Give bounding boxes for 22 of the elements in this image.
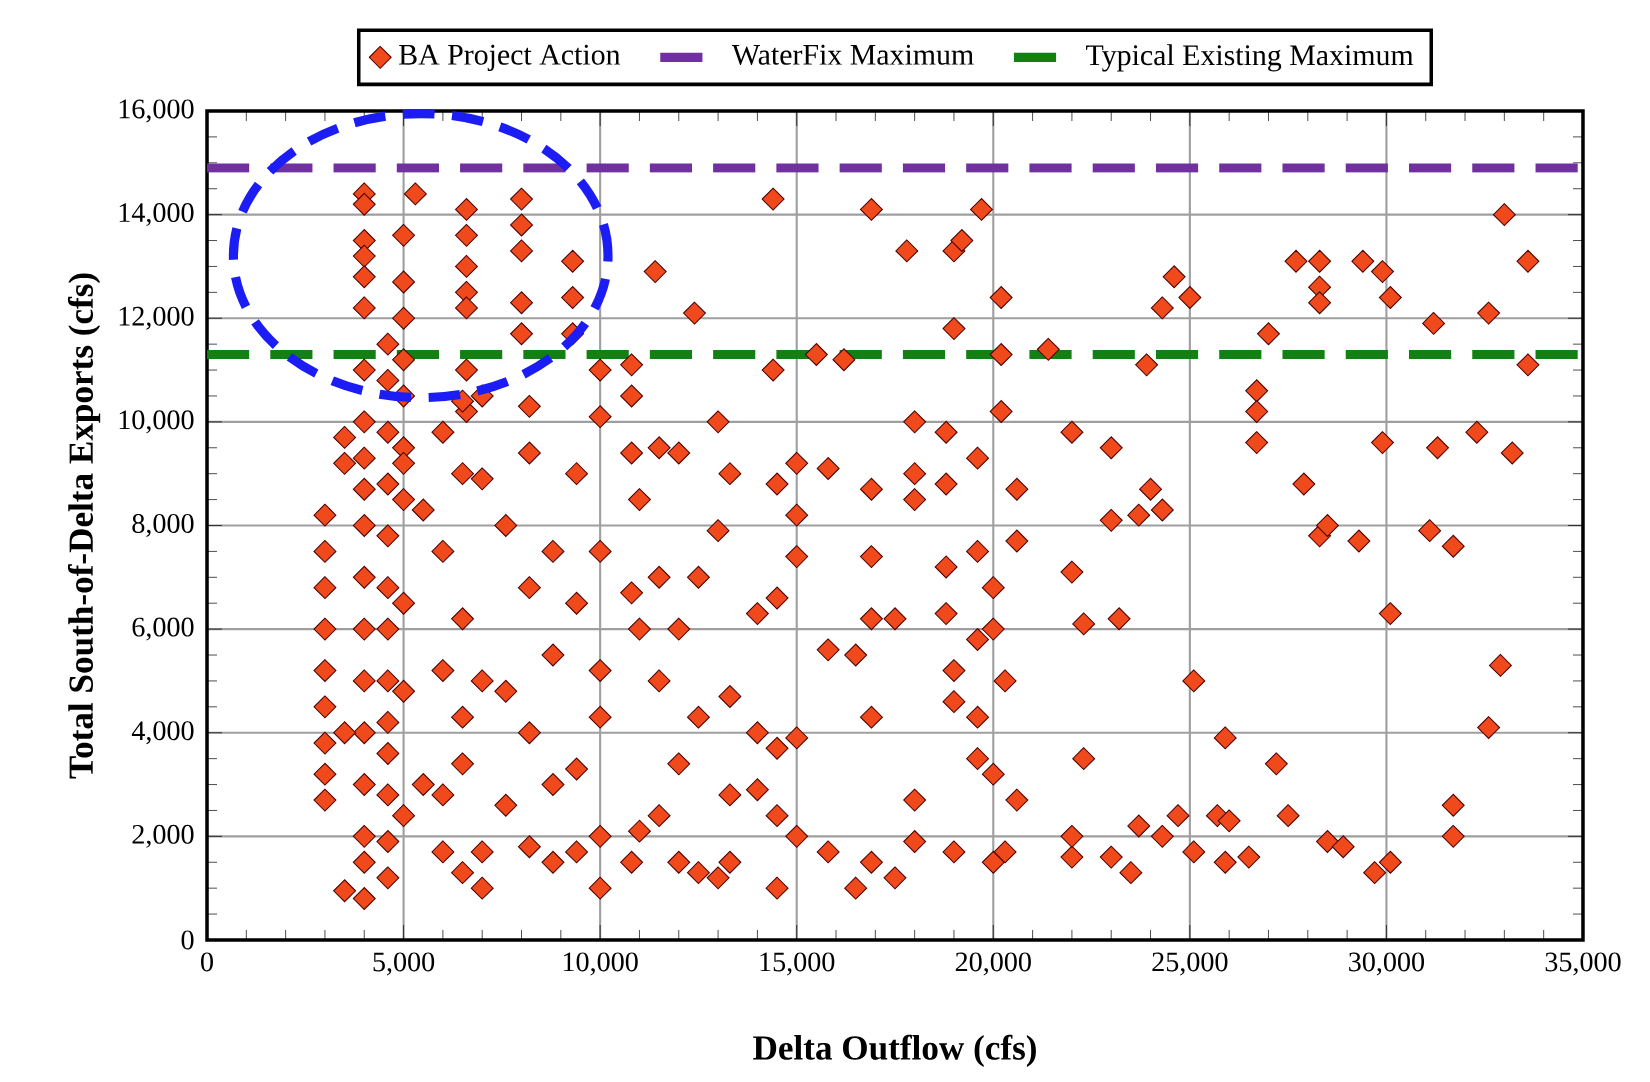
y-tick-label: 0 [181,930,194,950]
legend-label: BA Project Action [399,44,621,71]
legend-label: Typical Existing Maximum [1086,44,1414,72]
x-tick-label: 10,000 [563,952,638,976]
x-tick-label: 30,000 [1349,952,1425,976]
legend-label: WaterFix Maximum [731,44,974,66]
x-axis-title: Delta Outflow (cfs) [753,1034,1036,1067]
x-tick-label: 35,000 [1545,952,1621,976]
y-tick-label: 16,000 [119,99,194,123]
x-tick-label: 15,000 [760,952,835,976]
y-tick-label: 10,000 [119,410,194,434]
y-tick-label: 12,000 [119,306,194,330]
y-axis-title: Total South-of-Delta Exports (cfs) [67,273,101,779]
y-tick-label: 8,000 [132,514,194,537]
x-tick-label: 5,000 [373,952,435,976]
y-tick-label: 4,000 [131,721,194,745]
y-tick-label: 2,000 [132,824,194,848]
y-tick-label: 6,000 [132,617,194,641]
x-tick-label: 25,000 [1152,952,1228,976]
x-tick-label: 0 [201,952,213,972]
x-tick-label: 20,000 [955,952,1031,976]
y-tick-label: 14,000 [119,203,194,227]
